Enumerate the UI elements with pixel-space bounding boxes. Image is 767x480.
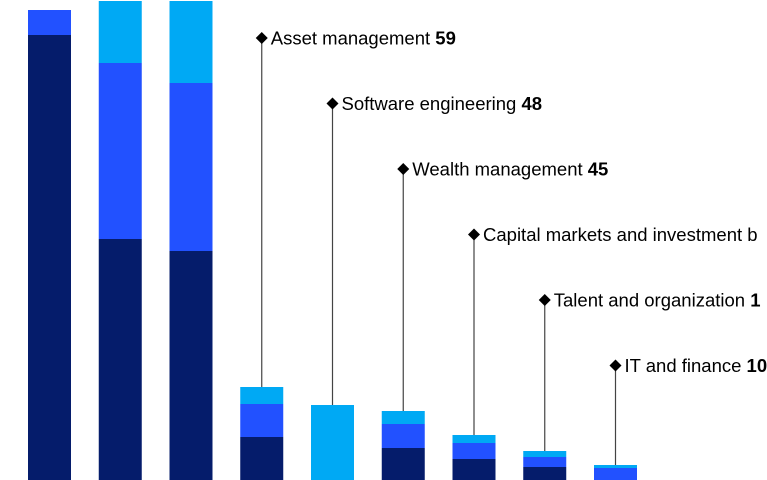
bar-9-label: IT and finance 10 (625, 355, 767, 376)
bar-6-dark-segment (381, 448, 425, 480)
bar-7-category-name: Capital markets and investment b (483, 224, 758, 245)
bar-5-category-name: Software engineering (342, 93, 517, 114)
bar-9-medium-segment (594, 468, 637, 480)
bar-8-medium-segment (523, 457, 567, 467)
bar-2-dark-segment (98, 239, 142, 480)
bar-5-value: 48 (516, 93, 542, 114)
bar-2-medium-segment (98, 63, 142, 239)
bar-8-light-segment (523, 451, 567, 457)
bar-5-label: Software engineering 48 (342, 93, 543, 114)
bar-6-medium-segment (381, 424, 425, 448)
bar-7-label: Capital markets and investment b (483, 224, 758, 245)
bar-4-medium-segment (240, 404, 284, 437)
bar-3-light-segment (169, 1, 213, 83)
bar-3-medium-segment (169, 83, 213, 251)
bar-8-value: 1 (745, 290, 760, 311)
bar-4-dark-segment (240, 437, 284, 480)
bar-1-dark-segment (28, 35, 71, 480)
bar-4-diamond-marker (255, 32, 268, 44)
bar-6-label: Wealth management 45 (412, 159, 608, 180)
bar-3-dark-segment (169, 251, 213, 480)
bar-4-category-name: Asset management (271, 28, 430, 49)
bars-group (28, 1, 637, 480)
bar-4-label: Asset management 59 (271, 28, 456, 49)
bar-9-diamond-marker (609, 359, 622, 372)
bar-8-category-name: Talent and organization (554, 290, 745, 311)
bar-5-diamond-marker (326, 97, 339, 110)
bar-2-light-segment (98, 1, 142, 63)
bar-6-value: 45 (583, 159, 609, 180)
bar-7-light-segment (452, 435, 496, 443)
bar-9-category-name: IT and finance (625, 355, 742, 376)
bar-9-light-segment (594, 465, 637, 468)
bar-8-label: Talent and organization 1 (554, 290, 761, 311)
labels-group: Asset management 59 Software engineering … (255, 28, 767, 465)
bar-8-dark-segment (523, 467, 567, 480)
bar-5-light-segment (311, 405, 354, 480)
bar-6-diamond-marker (397, 163, 410, 175)
bar-1-medium-segment (28, 10, 71, 35)
bar-4-light-segment (240, 387, 284, 404)
bar-7-diamond-marker (468, 228, 480, 241)
bar-8-diamond-marker (538, 294, 551, 306)
bar-7-dark-segment (452, 459, 496, 480)
bar-6-light-segment (381, 411, 425, 424)
bar-7-medium-segment (452, 443, 496, 459)
bar-9-value: 10 (741, 355, 767, 376)
bar-6-category-name: Wealth management (412, 159, 582, 180)
bar-4-value: 59 (430, 28, 456, 49)
